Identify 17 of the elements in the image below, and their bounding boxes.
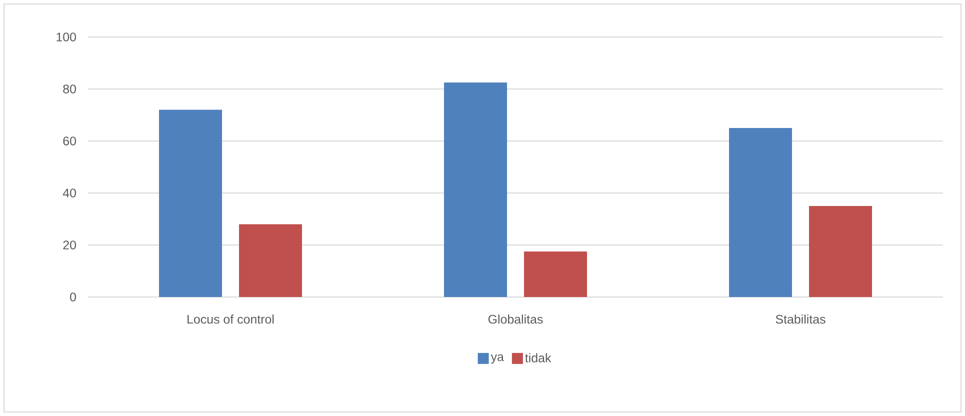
bar [729, 128, 792, 298]
x-tick-label: Stabilitas [776, 314, 826, 324]
x-tick-label: Locus of control [188, 314, 274, 324]
x-tick-label: Globalitas [488, 314, 543, 324]
bar [159, 110, 222, 298]
y-tick-label: 80 [63, 84, 76, 94]
y-tick-label: 60 [63, 136, 76, 146]
y-tick-label: 20 [63, 240, 76, 250]
legend-label: tidak [525, 353, 552, 362]
bar [524, 252, 588, 298]
bar [239, 224, 302, 298]
legend-label: ya [490, 354, 504, 364]
y-tick-label: 40 [62, 188, 76, 198]
y-tick-label: 100 [56, 32, 76, 42]
y-tick-label: 0 [70, 292, 76, 302]
bar [809, 206, 872, 298]
bar [444, 82, 508, 298]
